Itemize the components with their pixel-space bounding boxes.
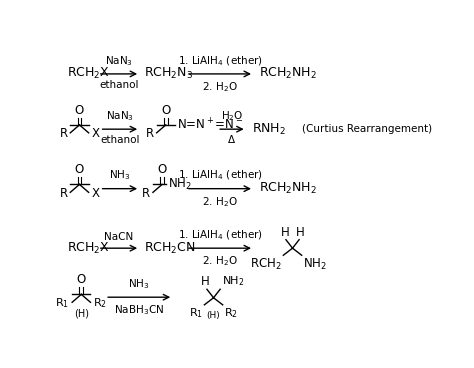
Text: H: H <box>281 226 290 238</box>
Text: 2. H$_2$O: 2. H$_2$O <box>202 254 238 268</box>
Text: NH$_3$: NH$_3$ <box>109 169 130 183</box>
Text: (H): (H) <box>207 311 220 321</box>
Text: O: O <box>77 273 86 286</box>
Text: RCH$_2$: RCH$_2$ <box>250 257 282 272</box>
Text: 2. H$_2$O: 2. H$_2$O <box>202 195 238 209</box>
Text: ethanol: ethanol <box>99 80 139 90</box>
Text: R: R <box>60 187 68 200</box>
Text: NH$_2$: NH$_2$ <box>303 257 327 272</box>
Text: (Curtius Rearrangement): (Curtius Rearrangement) <box>301 124 432 134</box>
Text: RCH$_2$NH$_2$: RCH$_2$NH$_2$ <box>259 181 317 196</box>
Text: ethanol: ethanol <box>100 135 140 145</box>
Text: X: X <box>91 127 99 141</box>
Text: R$_2$: R$_2$ <box>224 306 238 320</box>
Text: R$_2$: R$_2$ <box>93 297 107 310</box>
Text: RCH$_2$N$_3$: RCH$_2$N$_3$ <box>144 66 193 81</box>
Text: R$_1$: R$_1$ <box>189 306 203 320</box>
Text: (H): (H) <box>74 308 89 319</box>
Text: O: O <box>75 163 84 177</box>
Text: NH$_3$: NH$_3$ <box>128 277 150 291</box>
Text: 1. LiAlH$_4$ (ether): 1. LiAlH$_4$ (ether) <box>178 169 263 183</box>
Text: R: R <box>142 187 150 200</box>
Text: NaCN: NaCN <box>104 232 134 242</box>
Text: H: H <box>295 226 304 238</box>
Text: RCH$_2$X: RCH$_2$X <box>66 241 109 256</box>
Text: NH$_2$: NH$_2$ <box>222 274 244 288</box>
Text: RCH$_2$CN: RCH$_2$CN <box>144 241 195 256</box>
Text: R$_1$: R$_1$ <box>55 297 70 310</box>
Text: H: H <box>201 275 210 288</box>
Text: Δ: Δ <box>228 135 236 145</box>
Text: 1. LiAlH$_4$ (ether): 1. LiAlH$_4$ (ether) <box>178 54 263 68</box>
Text: 1. LiAlH$_4$ (ether): 1. LiAlH$_4$ (ether) <box>178 229 263 242</box>
Text: X: X <box>91 187 99 200</box>
Text: O: O <box>75 104 84 117</box>
Text: R: R <box>146 127 154 141</box>
Text: O: O <box>161 104 171 117</box>
Text: NaN$_3$: NaN$_3$ <box>105 54 133 68</box>
Text: O: O <box>157 163 167 177</box>
Text: RCH$_2$X: RCH$_2$X <box>66 66 109 81</box>
Text: RNH$_2$: RNH$_2$ <box>252 121 286 137</box>
Text: NH$_2$: NH$_2$ <box>168 177 191 192</box>
Text: R: R <box>60 127 68 141</box>
Text: RCH$_2$NH$_2$: RCH$_2$NH$_2$ <box>259 66 317 81</box>
Text: N=N$^+$=N$^-$: N=N$^+$=N$^-$ <box>177 117 243 132</box>
Text: NaBH$_3$CN: NaBH$_3$CN <box>114 304 164 317</box>
Text: 2. H$_2$O: 2. H$_2$O <box>202 80 238 94</box>
Text: H$_2$O: H$_2$O <box>221 109 243 123</box>
Text: NaN$_3$: NaN$_3$ <box>106 109 134 123</box>
